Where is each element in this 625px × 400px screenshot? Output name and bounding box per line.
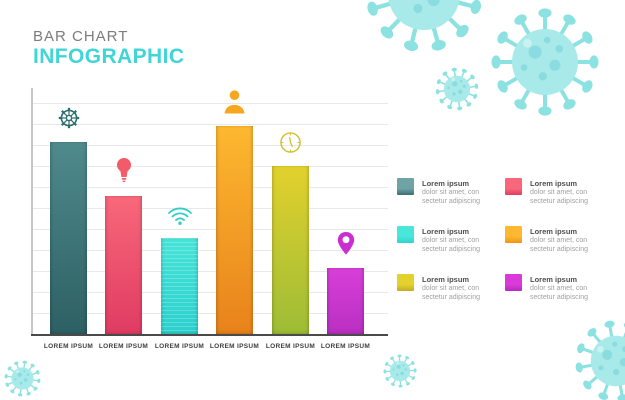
legend-item: Lorem ipsum dolor sit amet, con sectetur… <box>505 226 605 255</box>
legend-desc-line: dolor sit amet, con <box>530 189 588 197</box>
bar-label: LOREM IPSUM <box>320 343 371 350</box>
clock-icon <box>280 132 301 153</box>
legend-title: Lorem ipsum <box>422 227 470 236</box>
bar <box>327 268 364 335</box>
legend-item: Lorem ipsum dolor sit amet, con sectetur… <box>397 178 497 207</box>
legend-desc-line: sectetur adipiscing <box>422 294 480 302</box>
legend-swatch <box>397 274 414 291</box>
virus-icon <box>435 67 479 111</box>
legend-swatch <box>505 226 522 243</box>
legend-title: Lorem ipsum <box>530 275 578 284</box>
bar <box>105 196 142 335</box>
legend-desc-line: dolor sit amet, con <box>530 285 588 293</box>
bar <box>272 166 309 335</box>
bar-group <box>105 157 142 335</box>
virus-icon <box>4 360 41 397</box>
person-icon <box>224 90 245 114</box>
virus-icon <box>574 319 625 400</box>
bar-label: LOREM IPSUM <box>209 343 260 350</box>
legend-title: Lorem ipsum <box>530 227 578 236</box>
legend-item: Lorem ipsum dolor sit amet, con sectetur… <box>397 226 497 255</box>
lightbulb-icon <box>116 158 131 182</box>
legend-item: Lorem ipsum dolor sit amet, con sectetur… <box>505 178 605 207</box>
legend-swatch <box>505 274 522 291</box>
bar-group <box>327 231 364 335</box>
virus-icon <box>383 354 417 388</box>
legend-desc-line: sectetur adipiscing <box>530 246 588 254</box>
y-axis-line <box>31 88 33 335</box>
legend-title: Lorem ipsum <box>422 179 470 188</box>
legend-desc-line: sectetur adipiscing <box>530 294 588 302</box>
virus-icon <box>491 8 599 116</box>
legend-swatch <box>397 178 414 195</box>
page-title-line2: INFOGRAPHIC <box>33 44 185 68</box>
x-axis-line <box>31 334 388 336</box>
bar-group <box>161 206 198 335</box>
legend-title: Lorem ipsum <box>530 179 578 188</box>
gear-icon <box>58 107 79 129</box>
legend-item: Lorem ipsum dolor sit amet, con sectetur… <box>397 274 497 303</box>
page-header: BAR CHART INFOGRAPHIC <box>33 28 185 68</box>
bar-label: LOREM IPSUM <box>43 343 94 350</box>
legend-desc-line: dolor sit amet, con <box>422 189 480 197</box>
bar-label: LOREM IPSUM <box>265 343 316 350</box>
bar-label: LOREM IPSUM <box>154 343 205 350</box>
legend-swatch <box>505 178 522 195</box>
bar-label: LOREM IPSUM <box>98 343 149 350</box>
legend-desc-line: sectetur adipiscing <box>422 246 480 254</box>
virus-icon <box>364 0 484 54</box>
legend-desc-line: sectetur adipiscing <box>530 198 588 206</box>
bar-group <box>272 131 309 335</box>
wifi-icon <box>167 207 192 225</box>
page-title-line1: BAR CHART <box>33 28 129 45</box>
legend-title: Lorem ipsum <box>422 275 470 284</box>
bar <box>216 126 253 335</box>
bar-group <box>50 106 87 335</box>
legend-desc-line: dolor sit amet, con <box>530 237 588 245</box>
bar <box>161 238 198 335</box>
legend-swatch <box>397 226 414 243</box>
legend-desc-line: dolor sit amet, con <box>422 285 480 293</box>
legend-item: Lorem ipsum dolor sit amet, con sectetur… <box>505 274 605 303</box>
bar-group <box>216 90 253 335</box>
bar <box>50 142 87 335</box>
location-pin-icon <box>337 231 354 255</box>
legend-desc-line: sectetur adipiscing <box>422 198 480 206</box>
legend-desc-line: dolor sit amet, con <box>422 237 480 245</box>
